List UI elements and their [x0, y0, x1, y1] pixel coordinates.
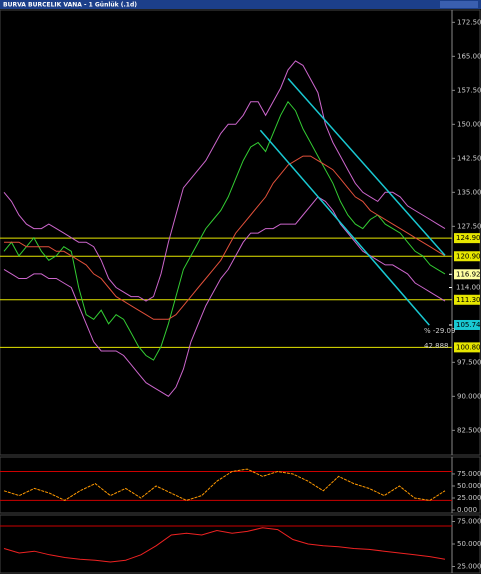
panel-frame	[0, 456, 481, 514]
price-tag-label: 105.74	[456, 321, 481, 329]
y-tick-label: 172.500	[457, 18, 481, 26]
level-label: 111.30	[456, 296, 481, 304]
series-line	[3, 60, 446, 302]
y-tick-label: 150.000	[457, 120, 481, 128]
series-line	[4, 155, 446, 320]
price-tag	[454, 269, 480, 280]
y-tick-label: 75.000	[457, 470, 481, 478]
series-line	[3, 527, 446, 563]
price-tag-label: 116.92	[456, 270, 481, 278]
title-bar	[0, 0, 481, 9]
y-tick-label: 25.000	[457, 494, 481, 502]
y-tick-label: 75.000	[457, 518, 481, 526]
y-tick-label: 90.000	[457, 392, 481, 400]
y-tick-label: 0.000	[457, 506, 477, 514]
annotation: % -29.09	[424, 327, 455, 335]
y-tick-label: 25.000	[457, 563, 481, 571]
y-tick-label: 50.000	[457, 482, 481, 490]
y-tick-label: 165.000	[457, 52, 481, 60]
panel-frame	[0, 514, 481, 574]
window-buttons[interactable]	[440, 1, 478, 8]
price-tag-label: 114.000	[456, 284, 481, 292]
y-tick-label: 157.500	[457, 86, 481, 94]
panel-frame	[0, 9, 481, 456]
level-tag	[454, 294, 480, 305]
y-tick-label: 135.000	[457, 188, 481, 196]
y-tick-label: 142.500	[457, 154, 481, 162]
level-tag	[454, 342, 480, 353]
level-label: 100.80	[456, 343, 481, 351]
level-tag	[454, 233, 480, 244]
y-tick-label: 97.500	[457, 358, 481, 366]
trend-line	[287, 78, 446, 256]
level-tag	[454, 251, 480, 262]
series-line	[3, 468, 446, 501]
price-tag	[454, 319, 480, 330]
series-line	[3, 100, 446, 361]
series-line	[3, 196, 446, 397]
y-tick-label: 127.500	[457, 222, 481, 230]
annotation: 42.888	[424, 342, 449, 350]
title: BURVA BURCELIK VANA - 1 Günlük (.1d)	[3, 2, 137, 9]
y-tick-label: 50.000	[457, 540, 481, 548]
level-label: 120.90	[456, 252, 481, 260]
trend-line	[259, 129, 430, 326]
y-tick-label: 82.500	[457, 426, 481, 434]
level-label: 124.90	[456, 234, 481, 242]
